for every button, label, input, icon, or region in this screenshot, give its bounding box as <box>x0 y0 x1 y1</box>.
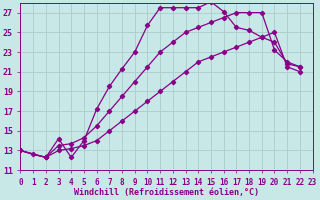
X-axis label: Windchill (Refroidissement éolien,°C): Windchill (Refroidissement éolien,°C) <box>74 188 259 197</box>
